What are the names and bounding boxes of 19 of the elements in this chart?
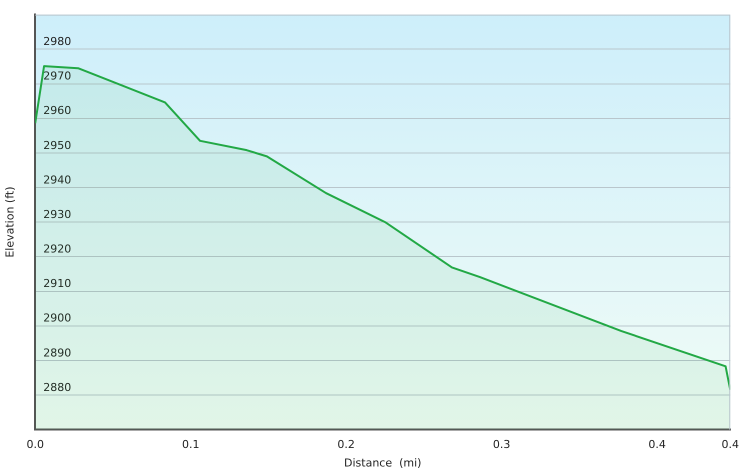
y-tick-label: 2980 (43, 35, 72, 48)
y-tick-label: 2890 (43, 346, 72, 360)
y-tick-label: 2900 (43, 312, 72, 325)
y-tick-label: 2960 (43, 104, 72, 118)
y-tick-label: 2920 (43, 242, 72, 256)
x-tick-label: 0.2 (337, 438, 355, 452)
y-axis-title: Elevation (ft) (3, 186, 16, 258)
x-axis-title: Distance (mi) (344, 456, 422, 470)
x-tick-label: 0.3 (492, 438, 510, 452)
y-tick-label: 2910 (43, 277, 72, 290)
y-tick-label: 2970 (43, 70, 72, 83)
y-tick-label: 2880 (43, 380, 72, 394)
x-tick-label: 0.4 (648, 438, 666, 452)
y-tick-label: 2940 (43, 173, 72, 186)
x-tick-label: 0.1 (182, 438, 200, 452)
y-tick-label: 2930 (43, 208, 72, 221)
text: 0.0 (26, 438, 44, 452)
x-tick-label: 0.4 (722, 438, 740, 452)
y-tick-label: 2950 (43, 138, 72, 152)
